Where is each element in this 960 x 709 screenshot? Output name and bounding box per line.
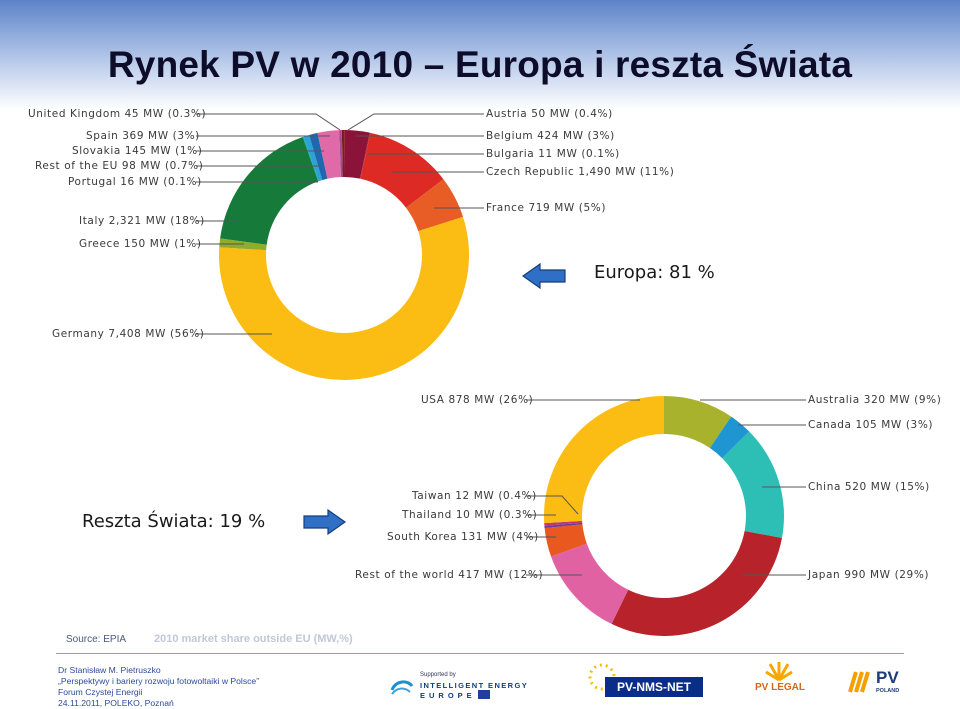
chart-caption: 2010 market share outside EU (MW,%) (154, 633, 353, 645)
solar-panel-icon (848, 671, 870, 693)
slice-japan (611, 531, 782, 636)
label-taiwan: Taiwan 12 MW (0.4%) (411, 490, 537, 502)
label-bulgaria: Bulgaria 11 MW (0.1%) (486, 148, 620, 160)
iee-logo: Supported by INTELLIGENT ENERGY EUROPE (390, 672, 550, 702)
pv-nms-net-logo: PV-NMS-NET (585, 660, 705, 700)
pv-poland-logo: PV POLAND (848, 668, 908, 698)
label-greece: Greece 150 MW (1%) (79, 238, 202, 250)
label-slovakia: Slovakia 145 MW (1%) (72, 145, 202, 157)
slice-czech-republic (360, 132, 444, 208)
label-rest-of-the-eu: Rest of the EU 98 MW (0.7%) (35, 160, 203, 172)
slice-slovakia (309, 132, 328, 181)
label-china: China 520 MW (15%) (808, 481, 930, 493)
label-australia: Australia 320 MW (9%) (808, 394, 941, 406)
eu-flag-icon (478, 690, 490, 699)
world-summary: Reszta Świata: 19 % (82, 511, 266, 532)
label-canada: Canada 105 MW (3%) (808, 419, 933, 431)
right-arrow-icon (303, 508, 347, 536)
slice-portugal (302, 136, 319, 182)
label-belgium: Belgium 424 MW (3%) (486, 130, 615, 142)
slice-spain (317, 130, 341, 179)
label-austria: Austria 50 MW (0.4%) (486, 108, 613, 120)
label-germany: Germany 7,408 MW (56%) (52, 328, 205, 340)
label-japan: Japan 990 MW (29%) (807, 569, 929, 581)
leader-line-taiwan (526, 495, 579, 515)
slice-germany (218, 216, 469, 380)
slice-thailand (544, 522, 583, 529)
footer-date-place: 24.11.2011, POLEKO, Poznań (58, 698, 174, 708)
footer-talk-title: „Perspektywy i bariery rozwoju fotowolta… (58, 676, 260, 686)
iee-swirl-icon (390, 680, 414, 695)
slice-rest-of-the-eu (303, 134, 323, 182)
leader-line-united-kingdom (196, 113, 341, 131)
slice-belgium (344, 130, 370, 179)
sun-rays-icon (765, 662, 793, 682)
slice-bulgaria (360, 132, 371, 179)
left-arrow-icon (521, 262, 566, 290)
pv-legal-logo: PV LEGAL (750, 662, 810, 702)
slice-rest-of-the-world (551, 543, 629, 624)
slice-taiwan (544, 520, 583, 526)
leader-line-austria (347, 113, 484, 131)
europe-donut-chart: Austria 50 MW (0.4%) Belgium 424 MW (3%) B… (28, 108, 674, 380)
label-italy: Italy 2,321 MW (18%) (79, 215, 205, 227)
slice-south-korea (544, 524, 587, 557)
label-united-kingdom: United Kingdom 45 MW (0.3%) (28, 108, 206, 120)
footer-event: Forum Czystej Energii (58, 687, 143, 697)
label-rest-of-the-world: Rest of the world 417 MW (12%) (355, 569, 543, 581)
label-south-korea: South Korea 131 MW (4%) (387, 531, 539, 543)
slide-title: Rynek PV w 2010 – Europa i reszta Świata (107, 44, 853, 85)
label-portugal: Portugal 16 MW (0.1%) (68, 176, 202, 188)
slice-united-kingdom (339, 130, 343, 178)
footer-author-block: Dr Stanisław M. Pietruszko „Perspektywy … (58, 665, 259, 709)
slice-australia (664, 396, 732, 449)
slice-italy (220, 137, 319, 245)
source-note: Source: EPIA (66, 634, 127, 645)
arrows (303, 262, 566, 536)
europe-summary: Europa: 81 % (594, 262, 715, 283)
slice-austria (341, 130, 345, 178)
label-thailand: Thailand 10 MW (0.3%) (401, 509, 537, 521)
footer-author: Dr Stanisław M. Pietruszko (58, 665, 161, 675)
slice-china (722, 431, 784, 538)
footer-divider (56, 653, 904, 654)
label-france: France 719 MW (5%) (486, 202, 606, 214)
slice-france (406, 179, 464, 232)
label-spain: Spain 369 MW (3%) (86, 130, 200, 142)
label-czech-republic: Czech Republic 1,490 MW (11%) (486, 166, 674, 178)
world-donut-chart: Australia 320 MW (9%) Canada 105 MW (3%) C… (355, 394, 941, 636)
label-usa: USA 878 MW (26%) (421, 394, 533, 406)
slice-canada (709, 416, 750, 459)
slice-usa (544, 396, 664, 524)
header-band (0, 0, 960, 110)
